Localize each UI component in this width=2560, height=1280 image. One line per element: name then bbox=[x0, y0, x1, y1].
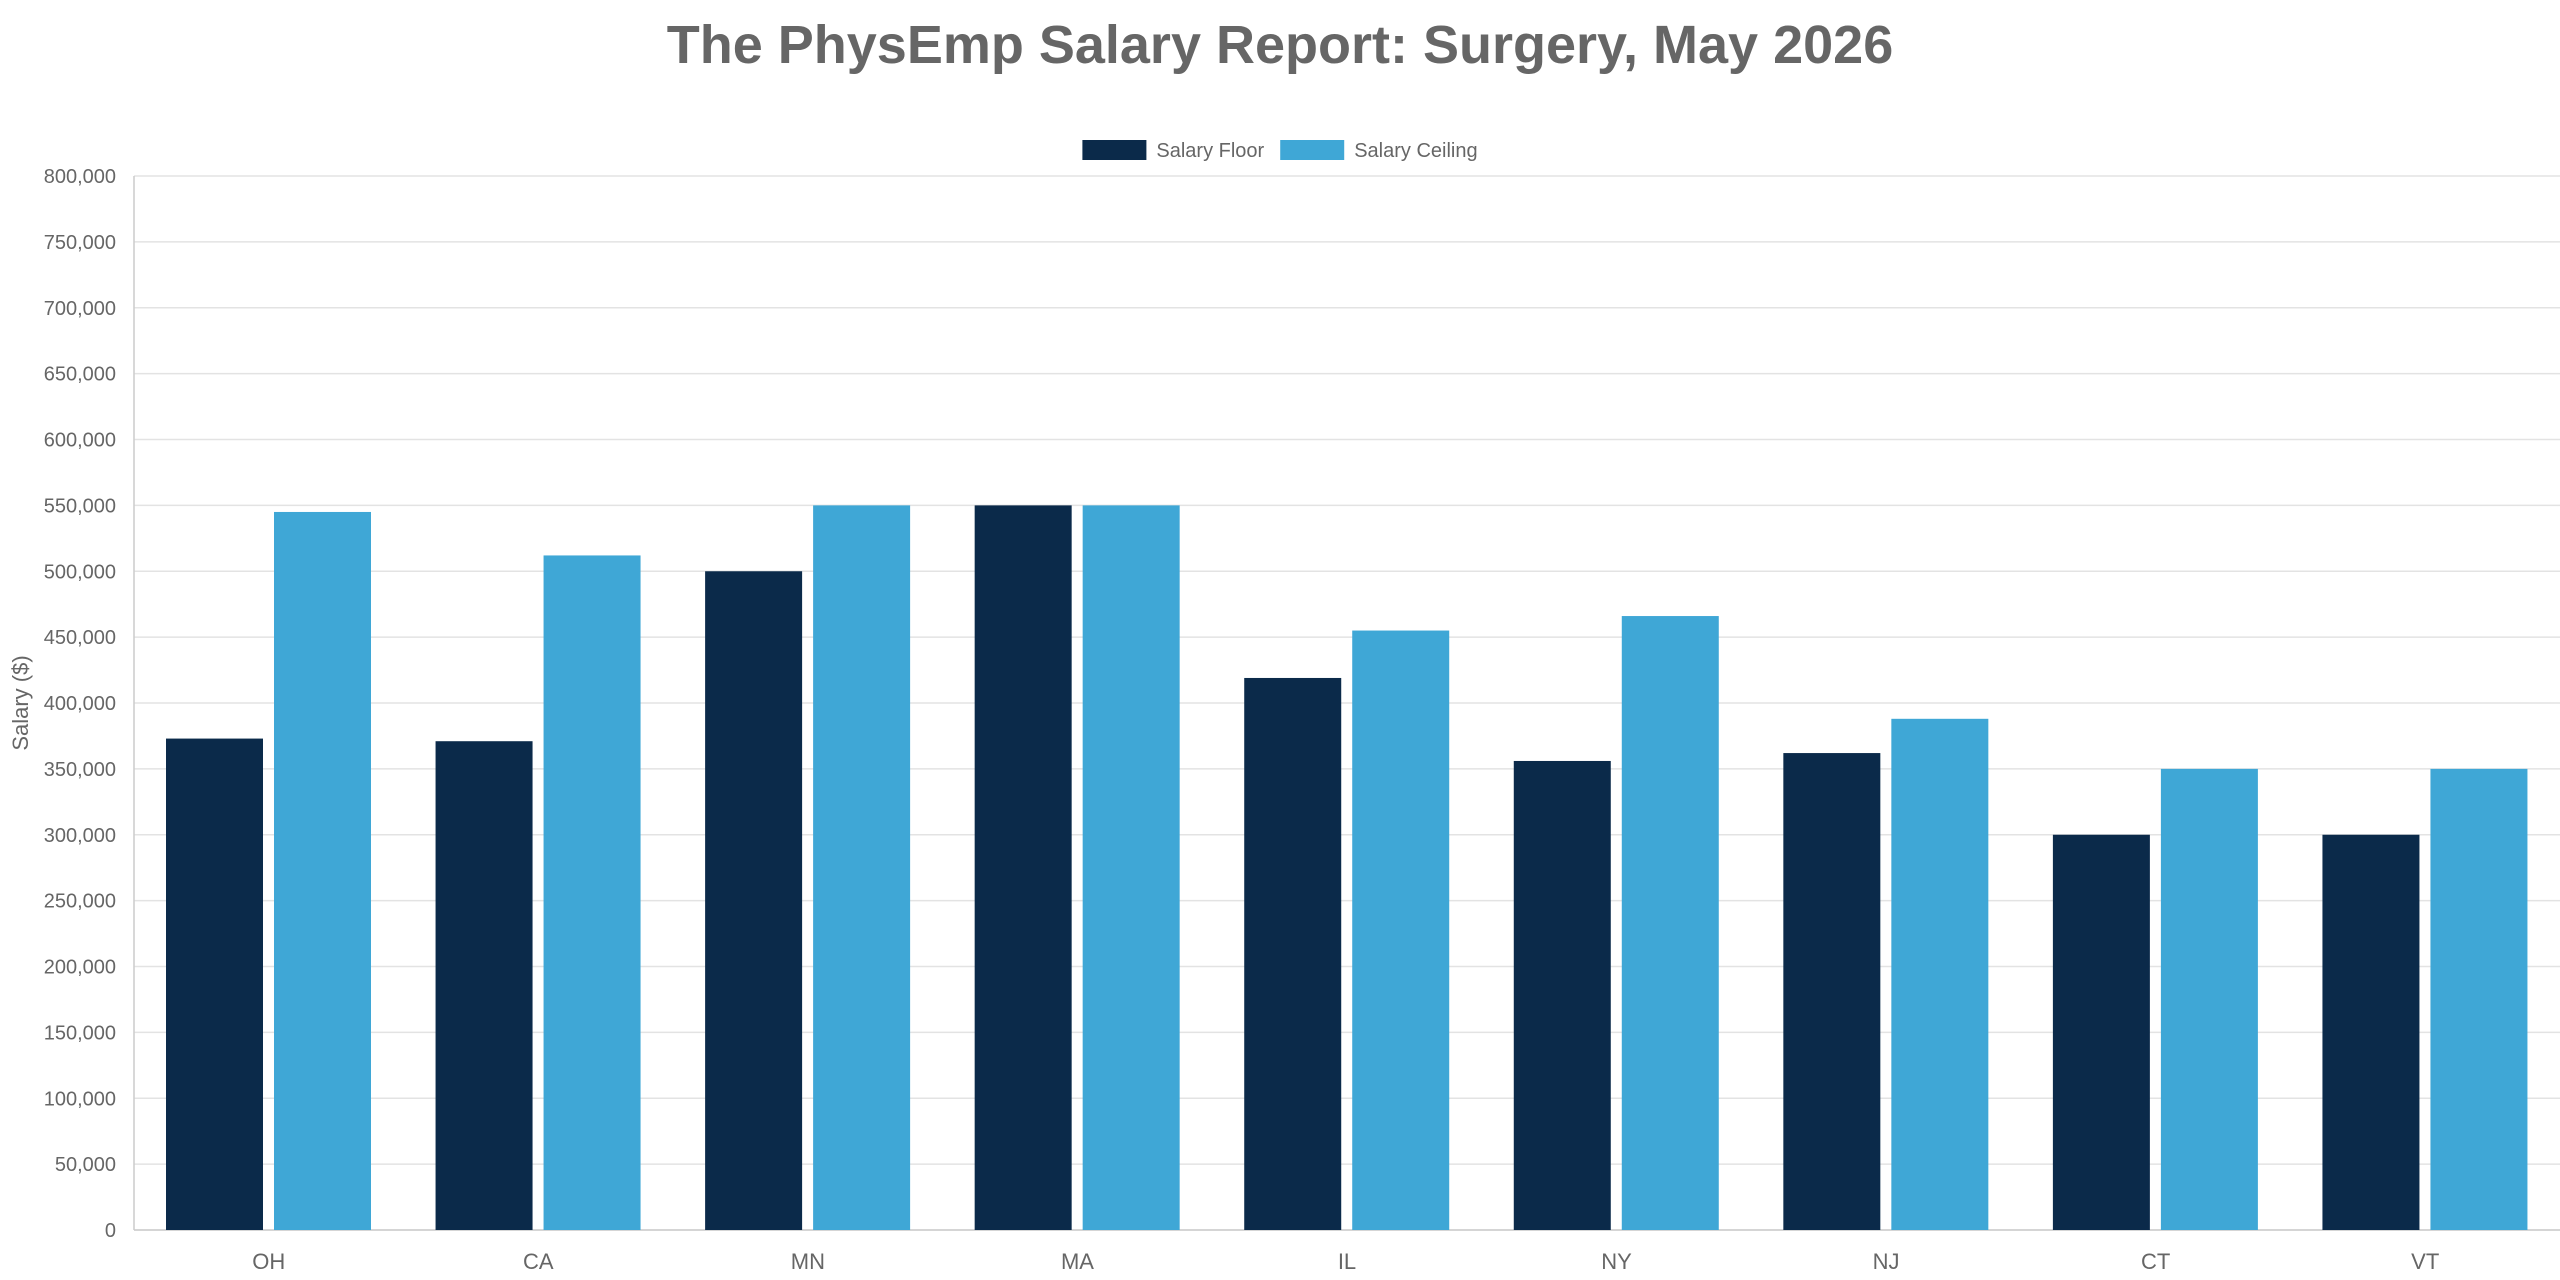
y-tick-label: 400,000 bbox=[44, 693, 116, 715]
bar-salary-floor-nj bbox=[1783, 753, 1881, 1230]
x-tick-label: IL bbox=[1338, 1249, 1356, 1274]
bar-salary-floor-ny bbox=[1513, 760, 1611, 1230]
axes bbox=[133, 176, 2560, 1231]
bar-salary-ceiling-ny bbox=[1621, 616, 1719, 1230]
y-tick-label: 100,000 bbox=[44, 1088, 116, 1110]
y-tick-label: 600,000 bbox=[44, 430, 116, 452]
y-axis-title: Salary ($) bbox=[8, 655, 33, 750]
bar-salary-floor-il bbox=[1244, 677, 1342, 1230]
legend-label: Salary Ceiling bbox=[1354, 140, 1477, 162]
bar-salary-floor-vt bbox=[2322, 834, 2420, 1230]
legend-swatch bbox=[1280, 140, 1345, 160]
bar-salary-ceiling-mn bbox=[813, 505, 911, 1230]
y-tick-label: 250,000 bbox=[44, 891, 116, 913]
bar-salary-ceiling-vt bbox=[2430, 768, 2528, 1230]
axis-labels: 0 50,000 100,000 150,000 200,000 250,000 300,0… bbox=[8, 166, 2439, 1274]
y-tick-label: 0 bbox=[105, 1220, 116, 1242]
x-tick-label: NJ bbox=[1873, 1249, 1900, 1274]
y-tick-label: 550,000 bbox=[44, 495, 116, 517]
gridlines bbox=[134, 175, 2560, 1231]
chart-title: The PhysEmp Salary Report: Surgery, May … bbox=[666, 15, 1894, 75]
y-tick-label: 150,000 bbox=[44, 1022, 116, 1044]
y-tick-label: 500,000 bbox=[44, 561, 116, 583]
bar-salary-floor-ct bbox=[2052, 834, 2150, 1230]
bar-salary-floor-mn bbox=[705, 571, 803, 1230]
y-tick-label: 800,000 bbox=[44, 166, 116, 188]
bar-salary-ceiling-il bbox=[1352, 630, 1450, 1230]
bar-salary-ceiling-nj bbox=[1891, 718, 1989, 1230]
x-tick-label: VT bbox=[2411, 1249, 2439, 1274]
y-tick-label: 300,000 bbox=[44, 825, 116, 847]
bar-salary-ceiling-oh bbox=[274, 511, 371, 1230]
legend-swatch bbox=[1082, 140, 1147, 160]
y-tick-label: 450,000 bbox=[44, 627, 116, 649]
y-tick-label: 750,000 bbox=[44, 232, 116, 254]
y-tick-label: 700,000 bbox=[44, 298, 116, 320]
y-tick-label: 350,000 bbox=[44, 759, 116, 781]
legend-label: Salary Floor bbox=[1156, 140, 1264, 162]
bar-salary-floor-ma bbox=[974, 505, 1072, 1230]
x-tick-label: MA bbox=[1061, 1249, 1094, 1274]
bar-salary-ceiling-ma bbox=[1082, 505, 1180, 1230]
x-tick-label: CT bbox=[2141, 1249, 2170, 1274]
x-tick-label: MN bbox=[791, 1249, 825, 1274]
x-tick-label: CA bbox=[523, 1249, 554, 1274]
bar-salary-floor-ca bbox=[435, 741, 533, 1230]
x-tick-label: NY bbox=[1601, 1249, 1632, 1274]
bars bbox=[166, 505, 2528, 1230]
bar-salary-ceiling-ct bbox=[2160, 768, 2258, 1230]
bar-salary-ceiling-ca bbox=[543, 555, 641, 1230]
legend: Salary Floor Salary Ceiling bbox=[1082, 140, 1478, 162]
y-tick-label: 200,000 bbox=[44, 957, 116, 979]
y-tick-label: 50,000 bbox=[55, 1154, 116, 1176]
y-tick-label: 650,000 bbox=[44, 364, 116, 386]
x-tick-label: OH bbox=[252, 1249, 285, 1274]
bar-salary-floor-oh bbox=[166, 738, 263, 1230]
